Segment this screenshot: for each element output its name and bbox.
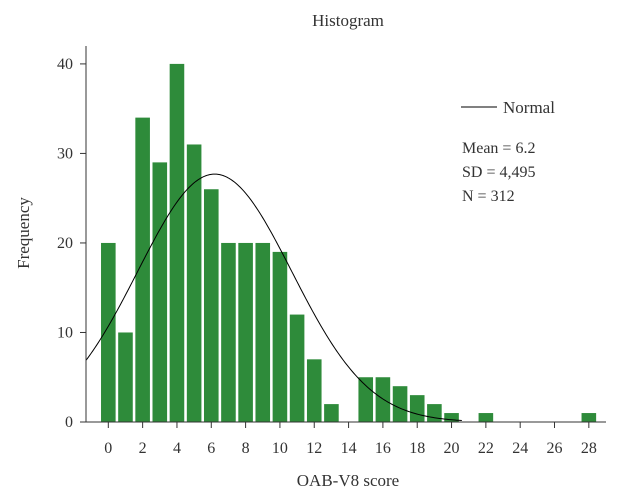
- bar-0: [101, 242, 116, 422]
- chart-title: Histogram: [312, 11, 384, 30]
- x-tick-label-18: 18: [409, 440, 425, 457]
- stats-block: Mean = 6.2 SD = 4,495 N = 312: [462, 140, 535, 205]
- x-tick-label-6: 6: [207, 440, 215, 457]
- bar-3: [152, 162, 168, 422]
- bar-8: [238, 242, 253, 422]
- legend: Normal: [461, 98, 555, 117]
- bar-4: [169, 63, 185, 423]
- x-tick-label-14: 14: [341, 440, 357, 457]
- y-tick-label-40: 40: [57, 56, 73, 73]
- stat-n: N = 312: [462, 188, 515, 205]
- x-tick-label-8: 8: [242, 440, 250, 457]
- stat-sd: SD = 4,495: [462, 164, 535, 181]
- x-tick-label-10: 10: [272, 440, 288, 457]
- y-axis-label: Frequency: [14, 197, 33, 269]
- bar-22: [478, 413, 494, 422]
- x-axis-ticks: 0 2 4 6 8 10 12 14 16 18 20 22 24 26 28: [104, 422, 597, 457]
- bar-6: [203, 189, 219, 422]
- bar-18: [409, 395, 425, 422]
- bar-10: [272, 251, 288, 422]
- normal-distribution-curve: [85, 173, 462, 422]
- x-tick-label-28: 28: [581, 440, 597, 457]
- y-tick-label-10: 10: [57, 324, 73, 341]
- bars-group: [101, 63, 597, 423]
- x-tick-label-12: 12: [306, 440, 322, 457]
- bar-20: [444, 413, 459, 422]
- bar-28: [581, 413, 597, 422]
- stat-mean: Mean = 6.2: [462, 140, 535, 157]
- x-tick-label-4: 4: [173, 440, 181, 457]
- y-tick-label-20: 20: [57, 235, 73, 252]
- x-tick-label-24: 24: [512, 440, 528, 457]
- bar-2: [135, 117, 150, 423]
- bar-13: [324, 404, 339, 422]
- bar-19: [427, 404, 442, 422]
- legend-normal-label: Normal: [503, 98, 555, 117]
- x-tick-label-26: 26: [547, 440, 563, 457]
- bar-9: [255, 242, 271, 422]
- y-axis-ticks: 0 10 20 30 40: [57, 56, 86, 431]
- bar-5: [186, 144, 202, 423]
- bar-16: [375, 377, 391, 422]
- bar-17: [392, 386, 408, 422]
- x-tick-label-22: 22: [478, 440, 494, 457]
- x-tick-label-2: 2: [139, 440, 147, 457]
- x-axis-label: OAB-V8 score: [297, 471, 399, 490]
- x-tick-label-0: 0: [104, 440, 112, 457]
- y-tick-label-30: 30: [57, 145, 73, 162]
- bar-12: [306, 359, 322, 422]
- bar-15: [358, 377, 374, 422]
- bar-7: [221, 242, 236, 422]
- bar-1: [118, 332, 133, 422]
- x-tick-label-16: 16: [375, 440, 391, 457]
- y-tick-label-0: 0: [65, 414, 73, 431]
- x-tick-label-20: 20: [444, 440, 460, 457]
- bar-11: [289, 314, 305, 422]
